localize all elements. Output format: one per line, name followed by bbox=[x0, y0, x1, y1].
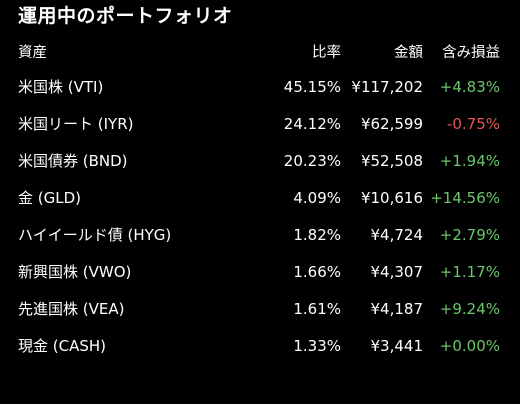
asset-amount: ¥62,599 bbox=[360, 115, 423, 133]
table-row[interactable]: 先進国株 (VEA) 1.61% ¥4,187 +9.24% bbox=[0, 291, 520, 328]
asset-ratio: 1.82% bbox=[293, 226, 341, 244]
asset-amount: ¥10,616 bbox=[360, 189, 423, 207]
column-header-unrealized-pl[interactable]: 含み損益 bbox=[442, 45, 500, 61]
asset-name: ハイイールド債 (HYG) bbox=[18, 226, 172, 244]
asset-name: 現金 (CASH) bbox=[18, 337, 107, 355]
asset-unrealized-pl: +0.00% bbox=[439, 337, 500, 355]
table-row[interactable]: 米国リート (IYR) 24.12% ¥62,599 -0.75% bbox=[0, 106, 520, 143]
asset-unrealized-pl: +2.79% bbox=[439, 226, 500, 244]
asset-name: 米国リート (IYR) bbox=[18, 115, 134, 133]
table-row[interactable]: 金 (GLD) 4.09% ¥10,616 +14.56% bbox=[0, 180, 520, 217]
asset-amount: ¥52,508 bbox=[360, 152, 423, 170]
column-header-asset[interactable]: 資産 bbox=[18, 45, 47, 61]
asset-name: 米国債券 (BND) bbox=[18, 152, 128, 170]
asset-unrealized-pl: +9.24% bbox=[439, 300, 500, 318]
table-row[interactable]: 現金 (CASH) 1.33% ¥3,441 +0.00% bbox=[0, 328, 520, 365]
asset-name: 金 (GLD) bbox=[18, 189, 82, 207]
asset-amount: ¥117,202 bbox=[351, 78, 423, 96]
asset-amount: ¥4,724 bbox=[370, 226, 424, 244]
asset-unrealized-pl: +1.17% bbox=[439, 263, 500, 281]
asset-amount: ¥3,441 bbox=[370, 337, 424, 355]
asset-ratio: 1.33% bbox=[293, 337, 341, 355]
asset-unrealized-pl: +4.83% bbox=[439, 78, 500, 96]
asset-ratio: 20.23% bbox=[283, 152, 341, 170]
table-header: 資産 比率 金額 含み損益 bbox=[0, 38, 520, 68]
page-title: 運用中のポートフォリオ bbox=[18, 5, 233, 27]
column-header-ratio[interactable]: 比率 bbox=[312, 45, 341, 61]
asset-name: 米国株 (VTI) bbox=[18, 78, 104, 96]
asset-amount: ¥4,187 bbox=[370, 300, 424, 318]
table-row[interactable]: 新興国株 (VWO) 1.66% ¥4,307 +1.17% bbox=[0, 254, 520, 291]
asset-ratio: 1.66% bbox=[293, 263, 341, 281]
portfolio-table: 資産 比率 金額 含み損益 米国株 (VTI) 45.15% ¥117,202 … bbox=[0, 38, 520, 365]
table-row[interactable]: 米国債券 (BND) 20.23% ¥52,508 +1.94% bbox=[0, 143, 520, 180]
asset-ratio: 45.15% bbox=[283, 78, 341, 96]
asset-unrealized-pl: +14.56% bbox=[430, 189, 500, 207]
table-row[interactable]: ハイイールド債 (HYG) 1.82% ¥4,724 +2.79% bbox=[0, 217, 520, 254]
asset-unrealized-pl: -0.75% bbox=[446, 115, 500, 133]
table-row[interactable]: 米国株 (VTI) 45.15% ¥117,202 +4.83% bbox=[0, 69, 520, 106]
asset-amount: ¥4,307 bbox=[370, 263, 424, 281]
asset-ratio: 1.61% bbox=[293, 300, 341, 318]
asset-ratio: 24.12% bbox=[283, 115, 341, 133]
asset-unrealized-pl: +1.94% bbox=[439, 152, 500, 170]
asset-name: 新興国株 (VWO) bbox=[18, 263, 132, 281]
column-header-amount[interactable]: 金額 bbox=[394, 45, 423, 61]
asset-ratio: 4.09% bbox=[293, 189, 341, 207]
asset-name: 先進国株 (VEA) bbox=[18, 300, 125, 318]
